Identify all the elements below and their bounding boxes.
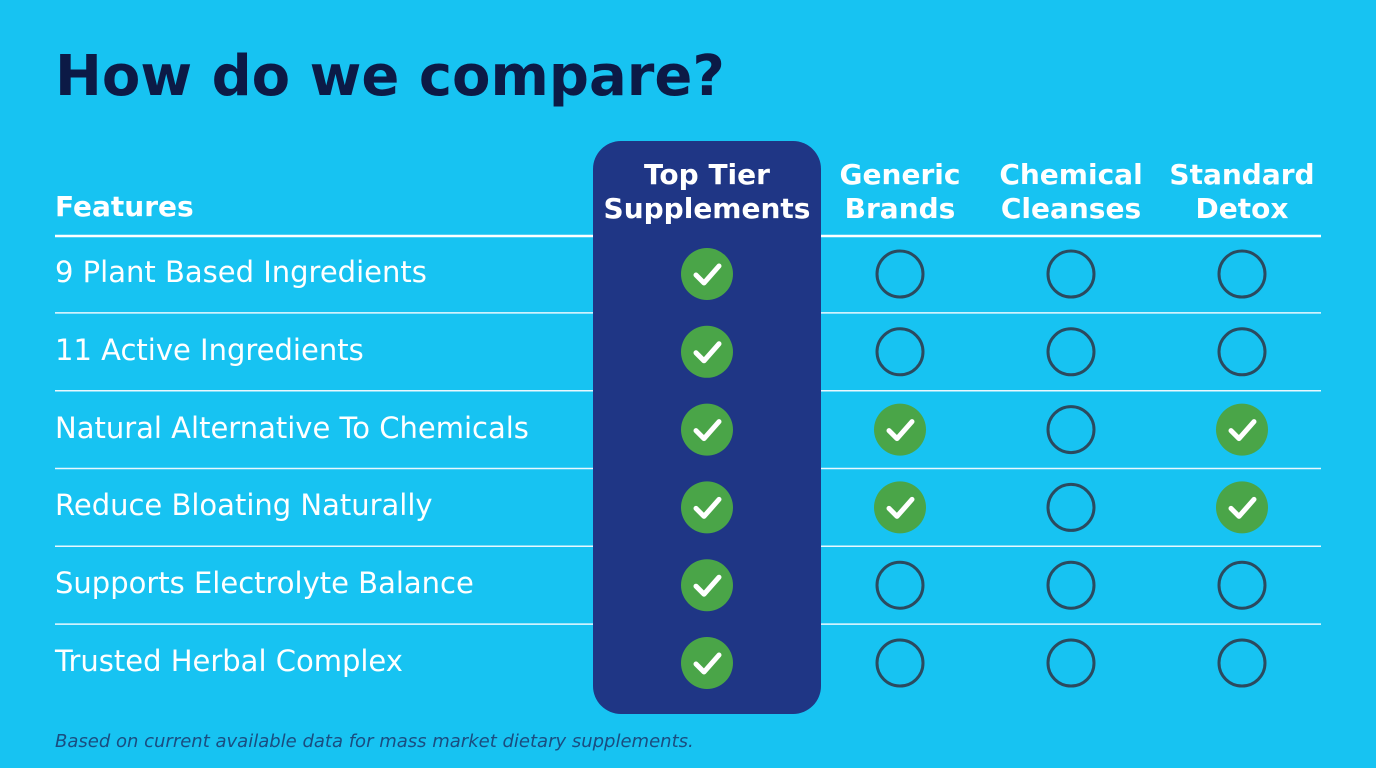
check-icon bbox=[681, 325, 733, 378]
empty-circle bbox=[1046, 249, 1096, 299]
check-mark bbox=[886, 496, 915, 519]
check-mark bbox=[693, 652, 722, 675]
column-header: Chemical Cleanses bbox=[999, 158, 1143, 225]
empty-circle bbox=[1046, 560, 1096, 610]
empty-circle bbox=[1046, 638, 1096, 688]
check-mark bbox=[693, 496, 722, 519]
empty-circle bbox=[875, 560, 925, 610]
empty-circle bbox=[875, 249, 925, 299]
check-icon bbox=[1216, 481, 1268, 534]
check-mark bbox=[886, 419, 915, 442]
feature-label: Natural Alternative To Chemicals bbox=[55, 410, 529, 445]
check-mark bbox=[1228, 419, 1257, 442]
title: How do we compare? bbox=[55, 44, 725, 109]
empty-circle bbox=[1217, 560, 1267, 610]
feature-label: Trusted Herbal Complex bbox=[55, 644, 403, 678]
check-icon bbox=[874, 403, 926, 456]
feature-label: Reduce Bloating Naturally bbox=[55, 488, 433, 523]
check-icon bbox=[1216, 403, 1268, 456]
check-icon bbox=[681, 403, 733, 456]
feature-label: Supports Electrolyte Balance bbox=[55, 566, 474, 601]
check-icon bbox=[681, 248, 733, 300]
empty-circle bbox=[1217, 638, 1267, 688]
empty-circle bbox=[1046, 405, 1096, 455]
check-icon bbox=[874, 481, 926, 534]
check-icon bbox=[681, 559, 733, 612]
check-mark bbox=[693, 419, 722, 442]
check-mark bbox=[693, 263, 722, 286]
column-header: Top Tier Supplements bbox=[603, 158, 811, 225]
column-header: Standard Detox bbox=[1169, 158, 1315, 225]
check-mark bbox=[693, 574, 722, 597]
footnote: Based on current available data for mass… bbox=[55, 731, 694, 752]
empty-circle bbox=[1046, 482, 1096, 532]
check-icon bbox=[681, 637, 733, 689]
check-mark bbox=[1228, 496, 1257, 519]
empty-circle bbox=[1217, 327, 1267, 377]
check-mark bbox=[693, 341, 722, 364]
empty-circle bbox=[875, 327, 925, 377]
feature-label: 9 Plant Based Ingredients bbox=[55, 255, 427, 289]
feature-label: 11 Active Ingredients bbox=[55, 332, 364, 367]
check-icon bbox=[681, 481, 733, 534]
column-header: Generic Brands bbox=[839, 158, 961, 225]
empty-circle bbox=[875, 638, 925, 688]
empty-circle bbox=[1217, 249, 1267, 299]
empty-circle bbox=[1046, 327, 1096, 377]
features-header: Features bbox=[55, 190, 194, 223]
